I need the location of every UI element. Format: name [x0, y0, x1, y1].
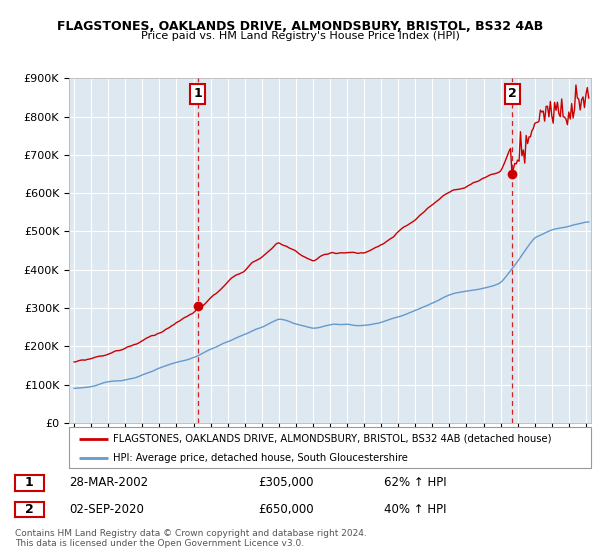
Text: Contains HM Land Registry data © Crown copyright and database right 2024.: Contains HM Land Registry data © Crown c…: [15, 529, 367, 538]
Text: 2: 2: [25, 503, 34, 516]
FancyBboxPatch shape: [69, 427, 591, 468]
Text: £305,000: £305,000: [258, 476, 314, 489]
Text: £650,000: £650,000: [258, 503, 314, 516]
Text: 40% ↑ HPI: 40% ↑ HPI: [384, 503, 446, 516]
Text: 1: 1: [25, 476, 34, 489]
Text: HPI: Average price, detached house, South Gloucestershire: HPI: Average price, detached house, Sout…: [113, 452, 408, 463]
Text: Price paid vs. HM Land Registry's House Price Index (HPI): Price paid vs. HM Land Registry's House …: [140, 31, 460, 41]
Text: 62% ↑ HPI: 62% ↑ HPI: [384, 476, 446, 489]
Text: FLAGSTONES, OAKLANDS DRIVE, ALMONDSBURY, BRISTOL, BS32 4AB (detached house): FLAGSTONES, OAKLANDS DRIVE, ALMONDSBURY,…: [113, 433, 552, 444]
Text: This data is licensed under the Open Government Licence v3.0.: This data is licensed under the Open Gov…: [15, 539, 304, 548]
Text: 2: 2: [508, 87, 517, 100]
Text: 02-SEP-2020: 02-SEP-2020: [69, 503, 144, 516]
Text: 1: 1: [193, 87, 202, 100]
Text: 28-MAR-2002: 28-MAR-2002: [69, 476, 148, 489]
Text: FLAGSTONES, OAKLANDS DRIVE, ALMONDSBURY, BRISTOL, BS32 4AB: FLAGSTONES, OAKLANDS DRIVE, ALMONDSBURY,…: [57, 20, 543, 32]
